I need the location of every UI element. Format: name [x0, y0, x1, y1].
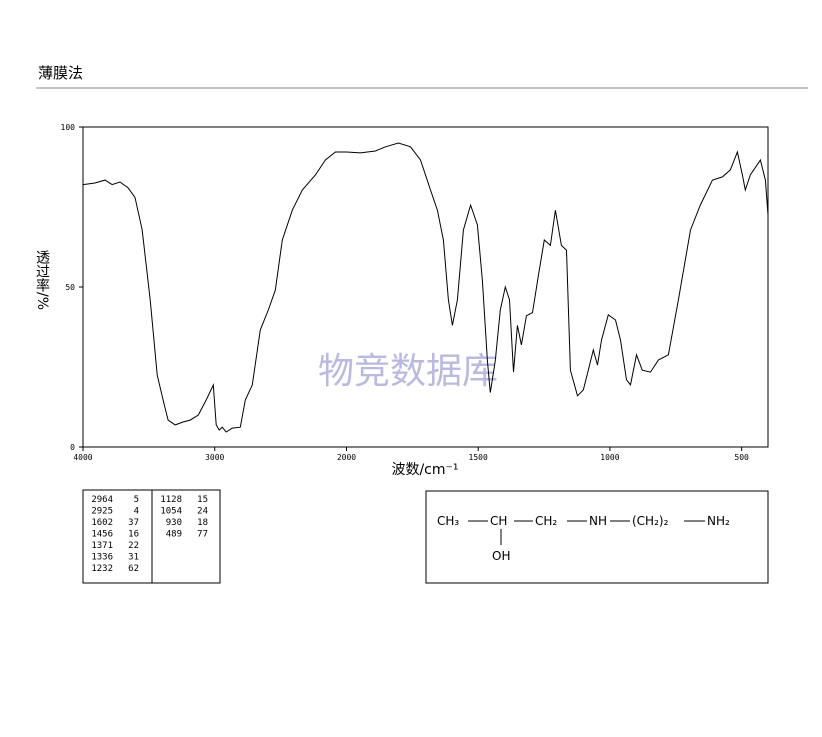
- peak-wavenumber: 1456: [91, 530, 113, 540]
- peak-transmittance: 18: [197, 518, 208, 528]
- x-tick-label: 3000: [205, 453, 224, 462]
- x-tick-label: 1000: [600, 453, 619, 462]
- peak-wavenumber: 2925: [91, 507, 113, 517]
- peak-transmittance: 5: [134, 495, 139, 505]
- formula-group: NH₂: [707, 514, 730, 528]
- y-tick-label: 50: [65, 283, 75, 292]
- peak-transmittance: 62: [128, 564, 139, 574]
- structure-box: [425, 490, 769, 584]
- structure: CH₃ CH CH₂ NH (CH₂)₂ NH₂ OH: [437, 514, 730, 563]
- y-axis-label: 透过率/%: [34, 250, 50, 310]
- x-tick-label: 4000: [73, 453, 92, 462]
- peak-wavenumber: 1336: [91, 553, 113, 563]
- formula-group: NH: [589, 514, 607, 528]
- formula-group: CH₃: [437, 514, 459, 528]
- formula-group: CH₂: [535, 514, 557, 528]
- y-tick-label: 100: [61, 123, 76, 132]
- peak-transmittance: 22: [128, 541, 139, 551]
- peak-wavenumber: 1232: [91, 564, 113, 574]
- peak-transmittance: 4: [134, 507, 139, 517]
- watermark: 物竞数据库: [318, 351, 498, 392]
- x-tick-label: 2000: [337, 453, 356, 462]
- peak-transmittance: 37: [128, 518, 139, 528]
- formula-group: (CH₂)₂: [632, 514, 669, 528]
- peak-wavenumber: 1128: [160, 495, 182, 505]
- peak-transmittance: 77: [197, 530, 208, 540]
- x-tick-label: 500: [734, 453, 749, 462]
- peak-wavenumber: 1371: [91, 541, 113, 551]
- peak-transmittance: 15: [197, 495, 208, 505]
- peak-wavenumber: 2964: [91, 495, 113, 505]
- peak-wavenumber: 489: [166, 530, 182, 540]
- x-axis-label: 波数/cm⁻¹: [391, 462, 458, 478]
- peak-transmittance: 31: [128, 553, 139, 563]
- peak-transmittance: 24: [197, 507, 208, 517]
- peak-transmittance: 16: [128, 530, 139, 540]
- chart-title: 薄膜法: [38, 64, 83, 82]
- x-tick-label: 1500: [469, 453, 488, 462]
- formula-group: CH: [490, 514, 507, 528]
- y-tick-label: 0: [70, 443, 75, 452]
- peak-wavenumber: 1054: [160, 507, 182, 517]
- peak-wavenumber: 930: [166, 518, 182, 528]
- formula-group: OH: [492, 549, 510, 563]
- peak-wavenumber: 1602: [91, 518, 113, 528]
- spectrum-line: [82, 142, 769, 433]
